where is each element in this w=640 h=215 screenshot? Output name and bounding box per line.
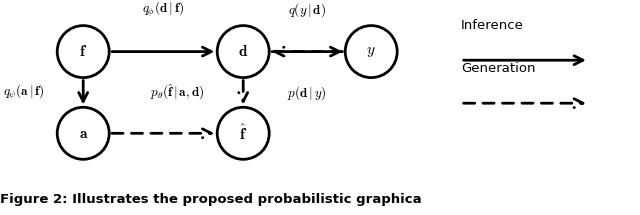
Text: Generation: Generation	[461, 62, 535, 75]
Text: $p(\mathbf{d}\,|\,y)$: $p(\mathbf{d}\,|\,y)$	[287, 84, 327, 102]
Text: $\mathbf{d}$: $\mathbf{d}$	[238, 44, 248, 59]
Text: $\mathbf{f}$: $\mathbf{f}$	[79, 44, 87, 59]
Text: $q_{\phi}(\mathbf{d}\,|\,\mathbf{f})$: $q_{\phi}(\mathbf{d}\,|\,\mathbf{f})$	[142, 0, 184, 19]
Ellipse shape	[345, 26, 397, 78]
Text: $q(y\,|\,\mathbf{d})$: $q(y\,|\,\mathbf{d})$	[288, 1, 326, 19]
Ellipse shape	[217, 107, 269, 159]
Ellipse shape	[57, 107, 109, 159]
Text: $p_{\theta}(\hat{\mathbf{f}}\,|\,\mathbf{a},\mathbf{d})$: $p_{\theta}(\hat{\mathbf{f}}\,|\,\mathbf…	[150, 83, 204, 102]
Text: $y$: $y$	[367, 44, 376, 59]
Ellipse shape	[57, 26, 109, 78]
Text: $\mathbf{\hat{f}}$: $\mathbf{\hat{f}}$	[239, 124, 247, 143]
Text: $q_{\psi}(\mathbf{a}\,|\,\mathbf{f})$: $q_{\psi}(\mathbf{a}\,|\,\mathbf{f})$	[3, 83, 44, 102]
Text: Figure 2: Illustrates the proposed probabilistic graphica: Figure 2: Illustrates the proposed proba…	[0, 194, 422, 206]
Ellipse shape	[217, 26, 269, 78]
Text: Inference: Inference	[461, 19, 524, 32]
Text: $\mathbf{a}$: $\mathbf{a}$	[79, 126, 88, 141]
